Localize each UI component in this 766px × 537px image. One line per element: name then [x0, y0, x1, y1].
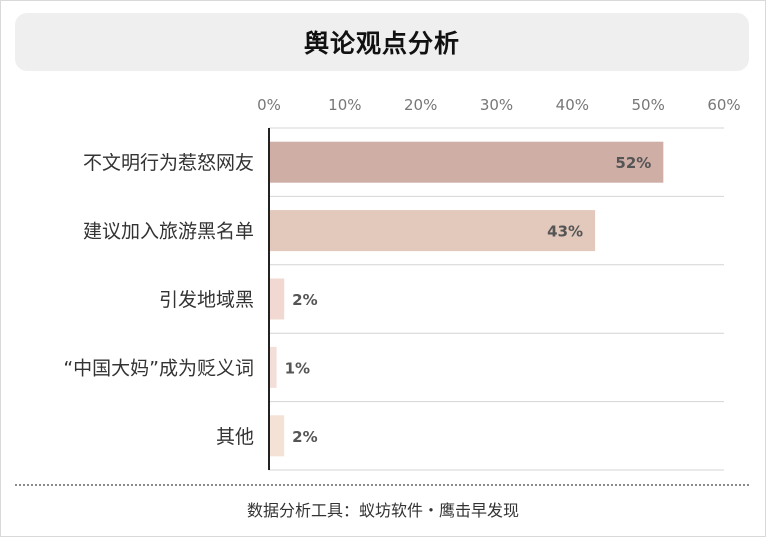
bar-value-label: 43% — [547, 223, 583, 241]
bar-value-label: 1% — [285, 359, 310, 377]
footer-divider — [15, 484, 749, 486]
x-tick-label: 40% — [556, 96, 589, 114]
bar — [269, 278, 285, 320]
category-label: 引发地域黑 — [159, 289, 254, 311]
bar — [269, 415, 285, 457]
bar-value-label: 52% — [615, 154, 651, 172]
category-label: 其他 — [216, 426, 254, 448]
bar — [269, 346, 277, 388]
bar-value-label: 2% — [292, 428, 317, 446]
footer-source: 数据分析工具：蚁坊软件・鹰击早发现 — [246, 501, 519, 520]
category-label: 不文明行为惹怒网友 — [83, 152, 254, 174]
x-tick-label: 50% — [631, 96, 664, 114]
x-tick-label: 60% — [707, 96, 740, 114]
x-tick-label: 10% — [328, 96, 361, 114]
chart-title: 舆论观点分析 — [303, 29, 460, 58]
bar — [269, 210, 596, 252]
category-label: 建议加入旅游黑名单 — [83, 221, 254, 243]
title-banner: 舆论观点分析 — [15, 13, 749, 71]
category-label: “中国大妈”成为贬义词 — [63, 357, 254, 379]
x-tick-label: 20% — [404, 96, 437, 114]
bar — [269, 141, 664, 183]
x-tick-label: 30% — [480, 96, 513, 114]
x-tick-label: 0% — [257, 96, 281, 114]
bar-value-label: 2% — [292, 291, 317, 309]
